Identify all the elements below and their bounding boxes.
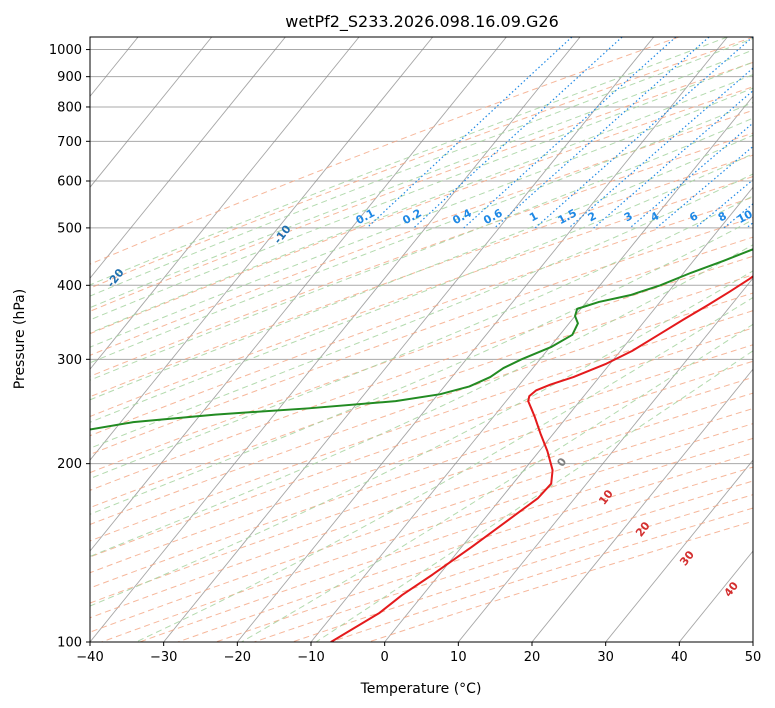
mixing-ratio-line: [463, 37, 677, 229]
dry-adiabat-line: [90, 274, 753, 509]
moist-adiabat-line: [315, 350, 753, 642]
moist-adiabat-line: [90, 153, 753, 423]
dry-adiabat-line: [90, 236, 753, 474]
plot-frame: [89, 36, 754, 643]
isotherm-line: [90, 37, 213, 188]
y-tick-label: 400: [57, 279, 82, 294]
moist-adiabat-line: [90, 49, 753, 309]
dry-adiabat-line: [90, 376, 753, 604]
dry-adiabat-line: [90, 292, 753, 525]
dry-adiabat-line: [90, 175, 753, 418]
dry-adiabat-line: [90, 360, 753, 589]
isotherm-line: [236, 37, 728, 642]
isotherm-line: [384, 186, 753, 642]
moist-adiabat-line: [90, 244, 753, 557]
x-tick-label: 40: [671, 650, 688, 665]
x-tick-label: 20: [524, 650, 541, 665]
plot-area: [90, 37, 753, 642]
y-tick-label: 700: [57, 135, 82, 150]
x-axis-label: Temperature (°C): [360, 681, 482, 697]
mixing-ratio-line: [629, 122, 753, 229]
mixing-ratio-line: [593, 89, 753, 229]
y-tick-label: 800: [57, 100, 82, 115]
isotherm-line: [90, 37, 286, 279]
x-tick-label: 50: [745, 650, 762, 665]
dry-adiabat-line: [90, 37, 680, 265]
mixing-ratio-line: [534, 37, 753, 229]
isotherm-line: [90, 37, 360, 370]
moist-adiabat-line: [90, 134, 753, 401]
y-tick-label: 200: [57, 457, 82, 472]
moist-adiabat-line: [90, 74, 753, 334]
x-tick-label: 10: [450, 650, 467, 665]
isotherm-line: [90, 37, 507, 552]
y-tick-label: 500: [57, 221, 82, 236]
y-tick-label: 100: [57, 636, 82, 651]
moist-adiabat-line: [90, 117, 753, 381]
moist-adiabat-line: [135, 296, 753, 642]
mixing-ratio-line: [366, 37, 573, 229]
moist-adiabat-line: [90, 61, 753, 321]
moist-adiabat-line: [90, 219, 753, 515]
y-tick-label: 300: [57, 353, 82, 368]
dry-adiabat-line: [90, 216, 753, 455]
axes: −40 −30 −20 −10 0 10 20 30 40 50 1000 900 800 700 600 5…: [49, 43, 761, 665]
mixing-ratio-label: 10: [735, 207, 755, 226]
chart-title: wetPf2_S233.2026.098.16.09.G26: [285, 12, 559, 32]
dry-adiabat-line: [90, 327, 753, 558]
dry-adiabat-line: [90, 86, 753, 335]
dewpoint-profile-line: [90, 248, 753, 431]
x-tick-label: −10: [297, 650, 324, 665]
isotherm-line: [90, 37, 434, 461]
x-tick-label: −40: [76, 650, 103, 665]
y-tick-label: 1000: [49, 43, 82, 58]
isotherm-line: [457, 277, 753, 642]
x-tick-label: 30: [597, 650, 614, 665]
x-tick-label: 0: [381, 650, 389, 665]
dry-adiabat-line: [90, 37, 753, 289]
y-axis-label: Pressure (hPa): [12, 289, 28, 389]
temperature-profile-line: [330, 275, 753, 642]
isotherm-line: [163, 37, 655, 642]
moist-adiabat-line: [90, 173, 753, 449]
y-tick-label: 900: [57, 70, 82, 85]
isotherm-line: [90, 37, 581, 642]
isotherm-line: [531, 368, 753, 642]
dry-adiabat-line: [90, 109, 753, 356]
mixing-ratio-line: [695, 179, 753, 229]
x-tick-label: −30: [150, 650, 177, 665]
x-tick-label: −20: [224, 650, 251, 665]
y-tick-label: 600: [57, 174, 82, 189]
